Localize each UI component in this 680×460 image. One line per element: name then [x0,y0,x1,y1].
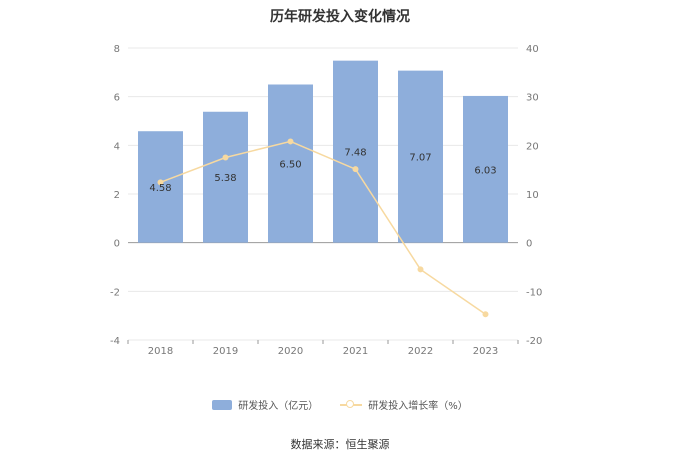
y-left-tick-label: 8 [114,44,120,55]
data-source: 数据来源：恒生聚源 [290,438,390,451]
y-left-tick-label: -2 [110,287,120,298]
x-tick-label: 2022 [408,346,433,357]
y-left-tick-label: 0 [114,239,120,250]
bar-data-label: 6.50 [279,160,301,171]
y-left-tick-label: 2 [114,190,120,201]
y-left-tick-label: -4 [110,336,120,347]
growth-point [417,266,424,273]
bar [463,95,508,243]
bar-data-label: 5.38 [214,173,236,184]
x-tick-label: 2019 [213,346,238,357]
y-right-tick-label: -20 [526,336,542,347]
y-right-tick-label: 30 [526,93,539,104]
legend-line-swatch [340,399,363,411]
bar [398,70,443,243]
legend: 研发投入（亿元） 研发投入增长率（%） [0,397,680,412]
growth-point [352,166,359,173]
growth-point [482,311,489,318]
legend-bar-swatch [212,399,233,410]
bar [268,84,313,243]
y-right-tick-label: 10 [526,190,539,201]
growth-point [157,179,164,186]
y-right-tick-label: -10 [526,287,542,298]
growth-point [287,138,294,145]
chart-title: 历年研发投入变化情况 [270,9,410,25]
x-tick-label: 2021 [343,346,368,357]
x-tick-label: 2018 [148,346,173,357]
x-tick-label: 2020 [278,346,303,357]
bar-data-label: 7.07 [409,153,431,164]
legend-item-bar[interactable]: 研发投入（亿元） [212,397,318,412]
bar [138,131,183,243]
legend-item-line[interactable]: 研发投入增长率（%） [340,397,468,412]
bar [203,111,248,243]
y-left-tick-label: 6 [114,93,120,104]
chart-area: -4 -20 -2 -10 0 0 2 10 4 20 6 30 8 40 2018 2019 2020 2021… [110,44,542,357]
growth-point [222,154,229,161]
bar [333,60,378,243]
y-right-tick-label: 40 [526,44,539,55]
x-tick-label: 2023 [473,346,498,357]
y-left-tick-label: 4 [114,141,120,152]
bar-data-label: 4.58 [149,183,171,194]
bar-data-label: 6.03 [474,165,496,176]
y-right-tick-label: 20 [526,141,539,152]
y-right-tick-label: 0 [526,239,532,250]
legend-label-bar: 研发投入（亿元） [238,401,319,412]
legend-label-line: 研发投入增长率（%） [368,401,468,412]
bar-data-label: 7.48 [344,148,366,159]
growth-line [160,140,486,315]
